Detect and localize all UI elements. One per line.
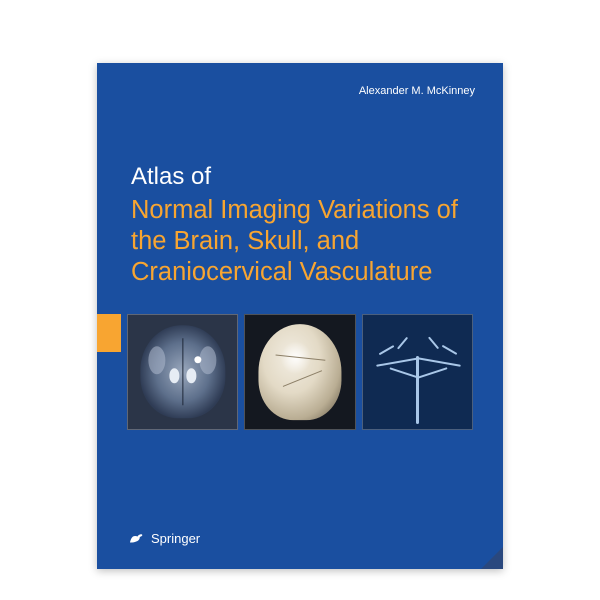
accent-bar bbox=[97, 314, 121, 352]
author-name: Alexander M. McKinney bbox=[359, 85, 475, 97]
cover-image-angiogram bbox=[362, 314, 473, 430]
cover-image-skull-ct bbox=[244, 314, 355, 430]
book-cover: Alexander M. McKinney Atlas of Normal Im… bbox=[97, 63, 503, 569]
brain-mri-shape bbox=[140, 325, 225, 418]
springer-logo-icon bbox=[127, 529, 145, 547]
title-prefix: Atlas of bbox=[131, 163, 211, 191]
publisher-name: Springer bbox=[151, 531, 200, 546]
publisher: Springer bbox=[127, 529, 200, 547]
title-main: Normal Imaging Variations of the Brain, … bbox=[131, 195, 477, 288]
cover-image-brain-mri bbox=[127, 314, 238, 430]
skull-ct-shape bbox=[258, 324, 341, 420]
cover-image-row bbox=[127, 314, 473, 430]
product-page: Alexander M. McKinney Atlas of Normal Im… bbox=[0, 0, 600, 600]
